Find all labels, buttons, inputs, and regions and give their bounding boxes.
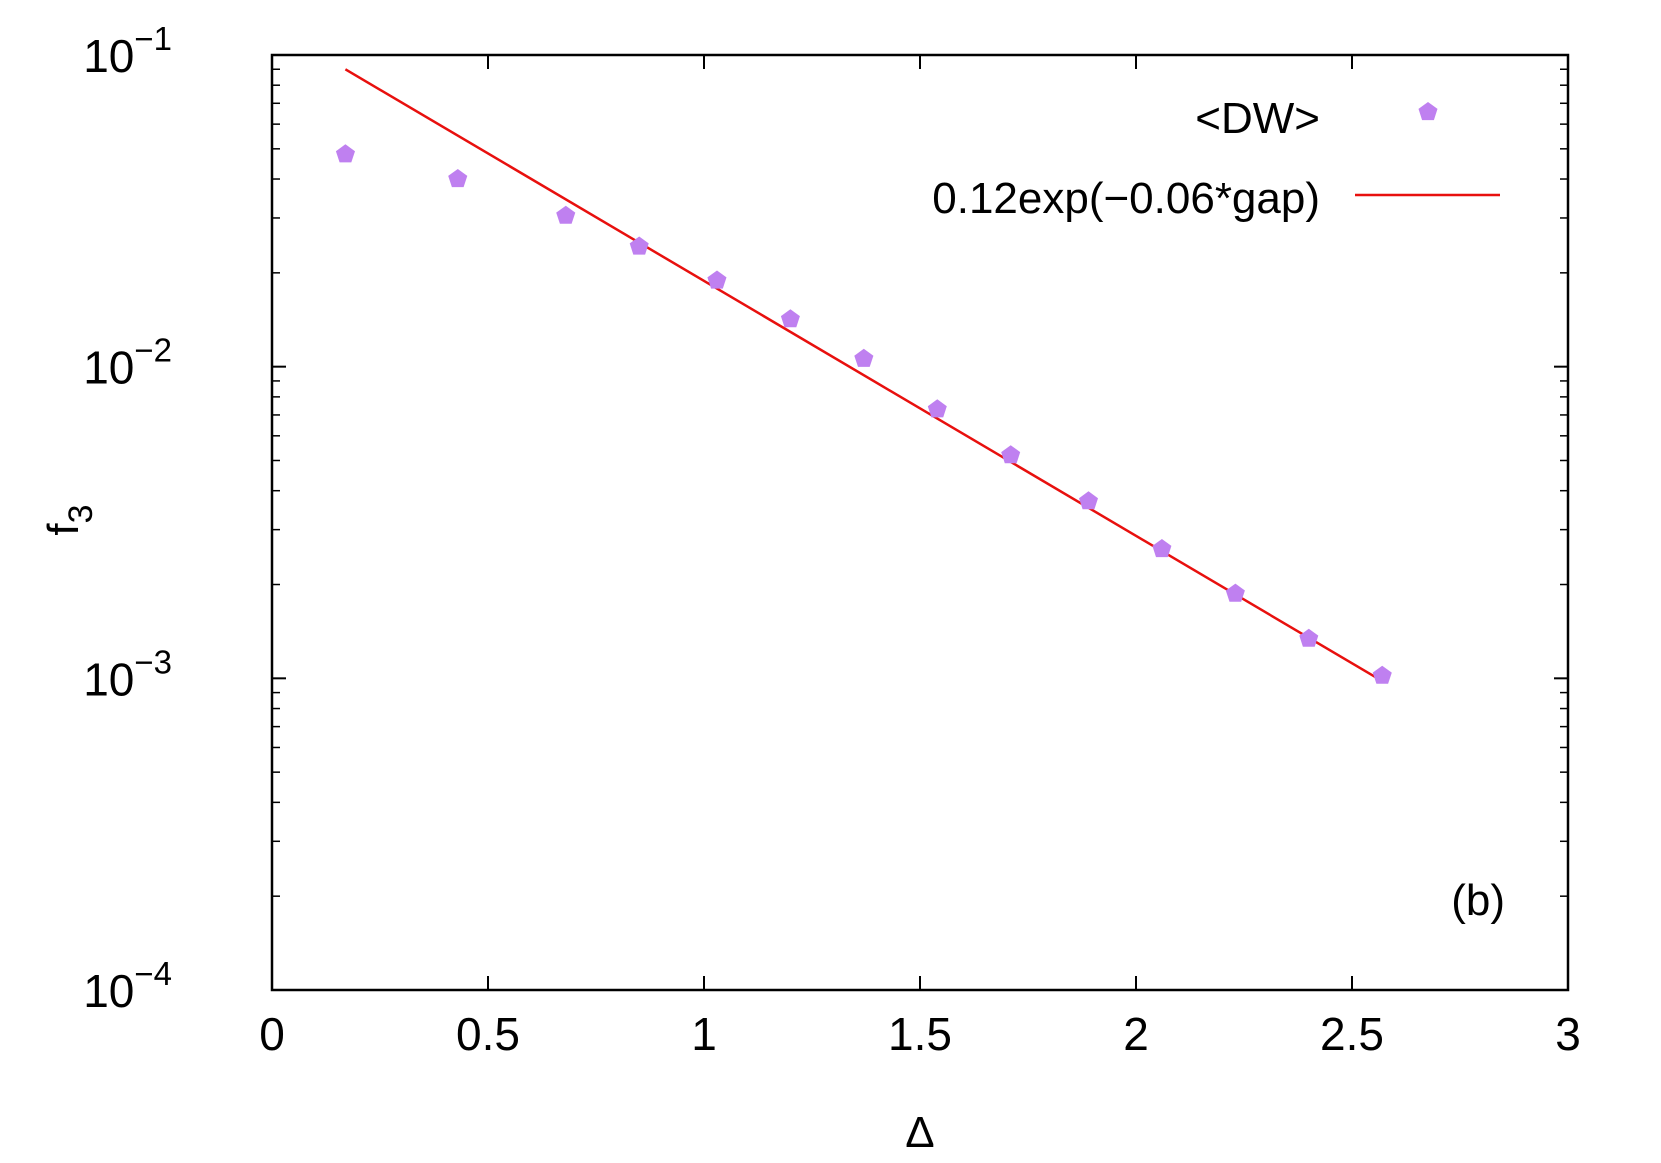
y-tick-label: 10−1 (83, 20, 172, 82)
data-point (1299, 628, 1319, 647)
fit-line (344, 68, 1383, 683)
data-point (927, 399, 947, 418)
series-layer (335, 68, 1392, 684)
x-tick-label: 1.5 (888, 1008, 952, 1060)
data-point (1372, 665, 1392, 684)
data-point (556, 205, 576, 224)
x-tick-label: 1 (691, 1008, 717, 1060)
x-tick-label: 3 (1555, 1008, 1581, 1060)
y-tick-label: 10−2 (83, 332, 172, 394)
data-point (1152, 539, 1172, 558)
data-point (448, 169, 468, 188)
data-point (780, 309, 800, 328)
x-tick-label: 2 (1123, 1008, 1149, 1060)
legend: <DW> 0.12exp(−0.06*gap) (932, 94, 1500, 223)
legend-entry-points-label: <DW> (1195, 94, 1320, 143)
data-point (707, 270, 727, 289)
data-point (629, 236, 649, 255)
data-point (335, 144, 355, 163)
legend-marker-pentagon (1418, 102, 1438, 121)
legend-entry-line-label: 0.12exp(−0.06*gap) (932, 174, 1320, 223)
x-tick-label: 2.5 (1320, 1008, 1384, 1060)
y-tick-label: 10−4 (83, 955, 172, 1017)
data-point (1225, 583, 1245, 602)
panel-label: (b) (1451, 876, 1505, 925)
x-axis-label: Δ (905, 1108, 934, 1157)
data-point (854, 348, 874, 367)
data-point (1079, 491, 1098, 510)
y-tick-labels: 10−1 10−2 10−3 10−4 (83, 20, 172, 1017)
y-tick-label: 10−3 (83, 643, 172, 705)
x-tick-label: 0.5 (456, 1008, 520, 1060)
y-axis-label: f3 (39, 504, 100, 535)
data-point (1001, 445, 1021, 464)
plot-frame (270, 53, 1570, 992)
x-tick-label: 0 (259, 1008, 285, 1060)
x-tick-labels: 0 0.5 1 1.5 2 2.5 3 (259, 1008, 1581, 1060)
